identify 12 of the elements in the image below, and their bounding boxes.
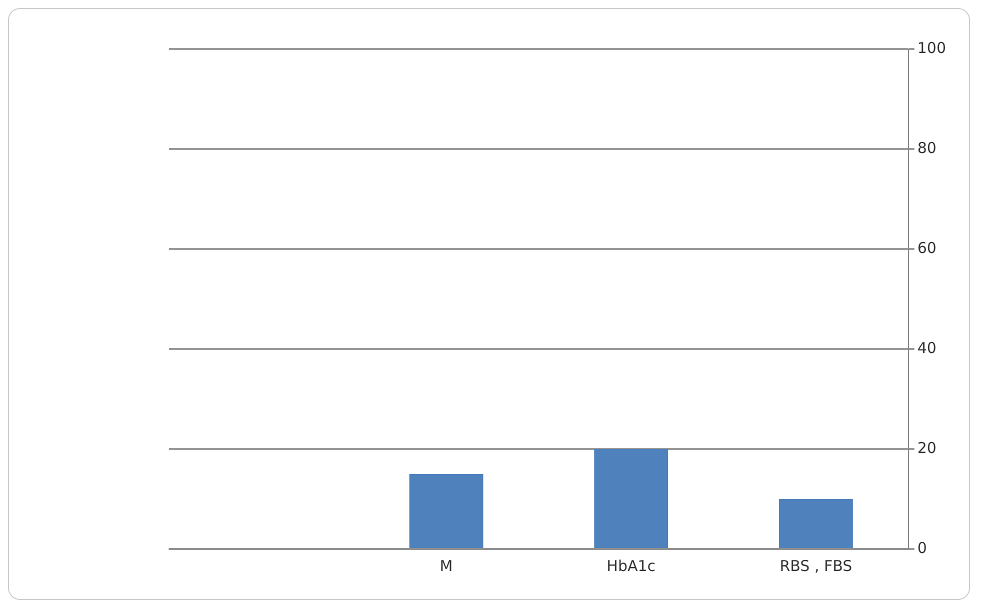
bar	[409, 474, 484, 548]
y-tick-label: 100	[917, 38, 946, 57]
x-tick-label: RBS , FBS	[780, 556, 852, 575]
y-tick-label: 80	[917, 138, 936, 157]
y-tick-label: 20	[917, 438, 936, 457]
y-tick-label: 40	[917, 338, 936, 357]
bar	[594, 449, 668, 548]
bar	[778, 499, 853, 548]
y-tick-label: 0	[917, 538, 927, 557]
y-tick-label: 60	[917, 238, 936, 257]
x-tick-label: M	[440, 556, 453, 575]
x-tick-label: HbA1c	[606, 556, 656, 575]
